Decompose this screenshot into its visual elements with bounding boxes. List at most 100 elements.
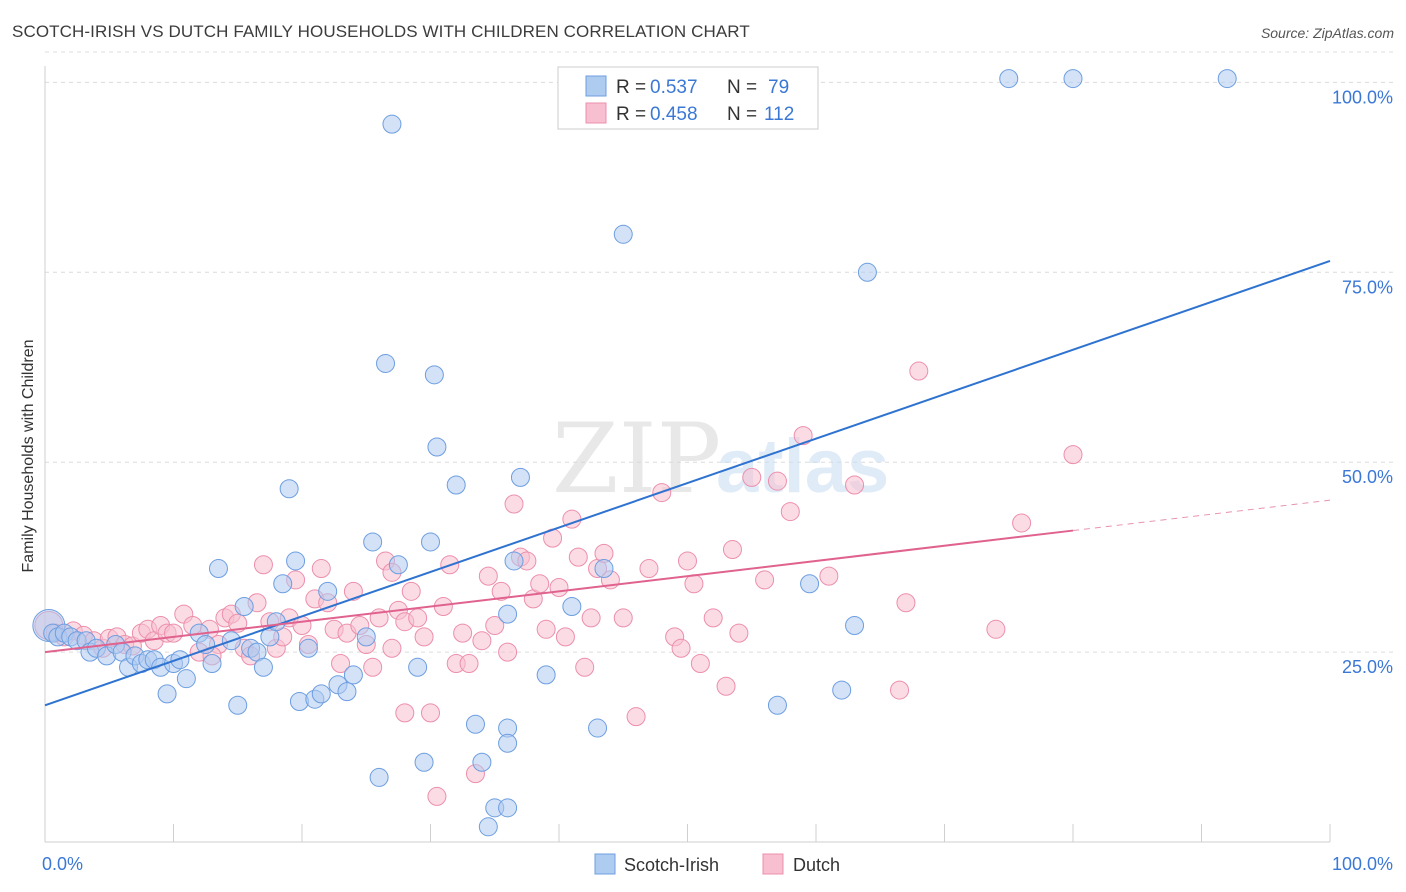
scotch-irish-point bbox=[311, 684, 331, 704]
dutch-point bbox=[613, 608, 633, 628]
legend-swatch-dutch[interactable] bbox=[762, 853, 784, 875]
scotch-irish-point bbox=[594, 559, 614, 579]
scotch-irish-points bbox=[32, 69, 1237, 837]
dutch-point bbox=[909, 361, 929, 381]
grid-lines bbox=[45, 51, 1395, 653]
dutch-swatch bbox=[585, 102, 607, 124]
watermark-zip: ZIP bbox=[552, 403, 721, 515]
dutch-point bbox=[767, 471, 787, 491]
scotch-irish-point bbox=[376, 353, 396, 373]
dutch-point bbox=[485, 616, 505, 636]
dutch-point bbox=[575, 657, 595, 677]
r-label-dutch: R = bbox=[616, 104, 646, 125]
legend-swatch-scotch-irish[interactable] bbox=[594, 853, 616, 875]
dutch-point bbox=[331, 653, 351, 673]
source-label: Source: ZipAtlas.com bbox=[1260, 25, 1394, 41]
scotch-irish-point bbox=[170, 650, 190, 670]
scotch-irish-point bbox=[1063, 69, 1083, 89]
dutch-point bbox=[401, 581, 421, 601]
watermark: ZIP atlas bbox=[552, 403, 889, 515]
scotch-irish-point bbox=[196, 635, 216, 654]
dutch-trend-line bbox=[44, 529, 1074, 654]
dutch-point bbox=[472, 631, 492, 651]
dutch-point bbox=[845, 475, 865, 495]
scotch-irish-swatch bbox=[585, 75, 607, 97]
scotch-irish-point bbox=[1217, 69, 1237, 89]
dutch-point bbox=[729, 623, 749, 643]
scotch-irish-point bbox=[498, 604, 518, 624]
scotch-irish-point bbox=[999, 69, 1019, 89]
dutch-point bbox=[639, 559, 659, 579]
r-value-scotch: 0.537 bbox=[650, 77, 698, 98]
scotch-irish-point bbox=[845, 616, 865, 636]
scotch-irish-point bbox=[228, 695, 248, 715]
dutch-point bbox=[311, 559, 331, 579]
scotch-irish-point bbox=[337, 682, 357, 702]
scotch-irish-point bbox=[767, 695, 787, 715]
scotch-irish-point bbox=[446, 475, 466, 495]
scotch-irish-point bbox=[176, 669, 196, 689]
trend-lines bbox=[44, 259, 1331, 707]
scotch-irish-trend-line bbox=[44, 259, 1331, 707]
scotch-irish-point bbox=[562, 597, 582, 617]
dutch-point bbox=[363, 657, 383, 677]
scotch-irish-point bbox=[298, 638, 318, 658]
scotch-irish-point bbox=[202, 653, 222, 673]
scotch-irish-point bbox=[279, 479, 299, 499]
scotch-irish-point bbox=[382, 114, 402, 134]
dutch-point bbox=[395, 703, 415, 723]
legend-label-dutch[interactable]: Dutch bbox=[793, 855, 840, 875]
r-label-scotch: R = bbox=[616, 77, 646, 98]
dutch-point bbox=[549, 578, 569, 598]
scotch-irish-point bbox=[388, 555, 408, 575]
dutch-point bbox=[498, 642, 518, 662]
y-tick-label: 50.0% bbox=[1342, 467, 1393, 487]
scotch-irish-point bbox=[369, 767, 389, 787]
chart-title: SCOTCH-IRISH VS DUTCH FAMILY HOUSEHOLDS … bbox=[12, 22, 750, 41]
scotch-irish-point bbox=[472, 752, 492, 772]
dutch-point bbox=[408, 608, 428, 628]
scotch-irish-point bbox=[465, 714, 485, 734]
x-tick-label: 0.0% bbox=[42, 854, 83, 874]
scotch-irish-point bbox=[414, 752, 434, 772]
scotch-irish-point bbox=[424, 365, 444, 385]
dutch-point bbox=[228, 613, 248, 633]
stats-legend: R = 0.537 N = 79 R = 0.458 N = 112 bbox=[557, 66, 819, 130]
dutch-point bbox=[164, 623, 183, 643]
dutch-point bbox=[890, 680, 910, 700]
dutch-point bbox=[491, 581, 511, 601]
dutch-point bbox=[986, 619, 1006, 639]
dutch-trend-extension bbox=[1072, 499, 1331, 532]
dutch-point bbox=[742, 467, 762, 487]
n-value-dutch: 112 bbox=[764, 104, 794, 125]
dutch-point bbox=[530, 574, 550, 594]
bottom-legend: Scotch-Irish Dutch bbox=[594, 853, 840, 875]
scotch-irish-point bbox=[832, 680, 852, 700]
y-tick-label: 75.0% bbox=[1342, 277, 1393, 297]
dutch-point bbox=[716, 676, 736, 696]
dutch-point bbox=[819, 566, 839, 586]
tick-labels: 25.0% 50.0% 75.0% 100.0% 0.0% 100.0% bbox=[42, 87, 1393, 874]
dutch-point bbox=[478, 566, 498, 586]
scotch-irish-point bbox=[613, 224, 633, 244]
scotch-irish-point bbox=[286, 551, 306, 571]
scotch-irish-point bbox=[536, 665, 556, 685]
scotch-irish-point bbox=[253, 657, 273, 677]
dutch-point bbox=[414, 627, 434, 647]
dutch-point bbox=[459, 653, 479, 673]
x-tick-label: 100.0% bbox=[1332, 854, 1393, 874]
dutch-point bbox=[1063, 445, 1083, 465]
n-label-scotch: N = bbox=[727, 77, 757, 98]
scotch-irish-point bbox=[498, 798, 518, 818]
dutch-point bbox=[427, 786, 447, 806]
legend-label-scotch-irish[interactable]: Scotch-Irish bbox=[624, 855, 719, 875]
dutch-point bbox=[1012, 513, 1032, 533]
dutch-point bbox=[671, 638, 691, 658]
dutch-point bbox=[343, 581, 363, 601]
scotch-irish-point bbox=[857, 262, 877, 282]
scotch-irish-point bbox=[363, 532, 383, 552]
y-axis-label: Family Households with Children bbox=[20, 340, 37, 573]
dutch-point bbox=[626, 707, 646, 727]
dutch-point bbox=[678, 551, 697, 571]
